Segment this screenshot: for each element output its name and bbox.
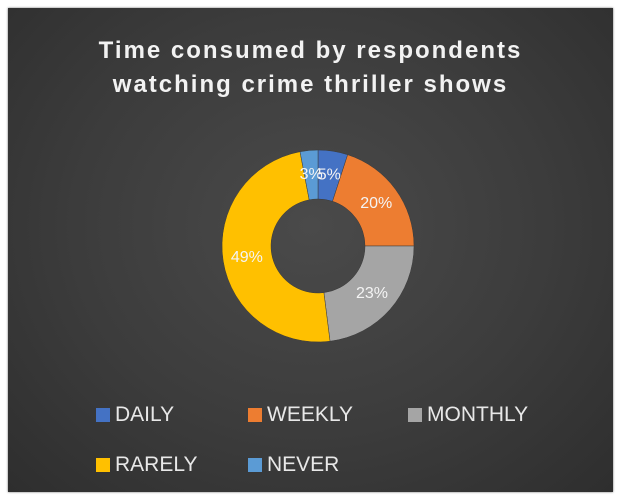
legend-swatch-monthly (408, 408, 422, 422)
legend-label-daily: DAILY (115, 403, 175, 426)
chart-title: Time consumed by respondents watching cr… (8, 34, 613, 102)
legend-swatch-weekly (248, 408, 262, 422)
legend-item-monthly: MONTHLY (408, 402, 528, 428)
data-label-daily: 5% (318, 166, 341, 183)
legend-swatch-never (248, 458, 262, 472)
legend-label-monthly: MONTHLY (427, 403, 529, 426)
data-label-never: 3% (300, 166, 323, 183)
legend-swatch-daily (96, 408, 110, 422)
legend-label-weekly: WEEKLY (267, 403, 353, 426)
legend-label-rarely: RARELY (115, 453, 198, 476)
legend-label-never: NEVER (267, 453, 340, 476)
chart-title-line-1: Time consumed by respondents (98, 37, 523, 64)
data-label-weekly: 20% (360, 195, 392, 212)
legend-swatch-rarely (96, 458, 110, 472)
slice-never (299, 149, 319, 201)
slice-rarely (221, 151, 331, 343)
legend-item-never: NEVER (248, 452, 339, 478)
donut-chart: 5% 20% 23% 49% 3% (221, 149, 415, 343)
legend-item-daily: DAILY (96, 402, 174, 428)
chart-title-line-2: watching crime thriller shows (112, 71, 509, 98)
legend-item-weekly: WEEKLY (248, 402, 353, 428)
slice-monthly (323, 245, 415, 342)
data-label-rarely: 49% (231, 249, 263, 266)
legend: DAILY WEEKLY MONTHLY RARELY NEVER (8, 396, 613, 486)
legend-item-rarely: RARELY (96, 452, 197, 478)
data-label-monthly: 23% (356, 285, 388, 302)
chart-area: Time consumed by respondents watching cr… (8, 8, 613, 492)
